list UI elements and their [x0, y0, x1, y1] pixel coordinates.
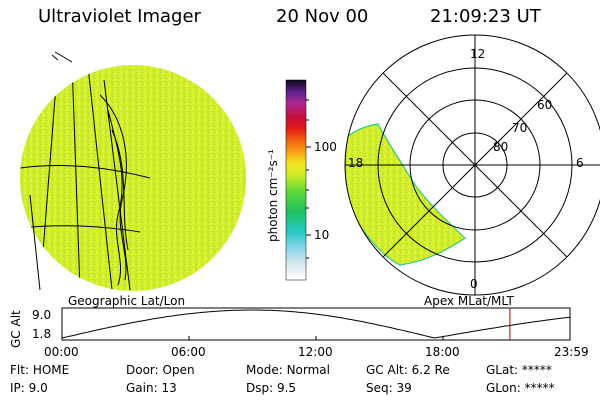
geographic-image — [20, 65, 246, 291]
mlat-label-60: 60 — [537, 98, 553, 112]
mlt-label-6: 6 — [576, 156, 584, 170]
status-flt: Flt: HOME — [10, 363, 70, 377]
alt-ytick-1-8: 1.8 — [32, 327, 52, 341]
instrument-title: Ultraviolet Imager — [38, 6, 201, 27]
colorbar-ticks — [306, 99, 311, 259]
alt-xtick-0000: 00:00 — [44, 345, 79, 359]
colorbar-unit-label: photon cm⁻²s⁻¹ — [266, 149, 280, 242]
mlat-label-80: 80 — [493, 140, 509, 154]
apex-panel-label: Apex MLat/MLT — [424, 294, 514, 308]
geo-gridlines-outer — [29, 51, 73, 291]
altitude-plot — [61, 307, 571, 341]
date-label: 20 Nov 00 — [276, 6, 369, 27]
alt-xtick-1200: 12:00 — [298, 345, 333, 359]
colorbar-tick-10: 10 — [314, 228, 330, 242]
geo-panel-label: Geographic Lat/Lon — [68, 294, 186, 308]
status-dsp: Dsp: 9.5 — [246, 381, 297, 395]
status-gc-alt: GC Alt: 6.2 Re — [366, 363, 450, 377]
mlt-label-12: 12 — [470, 47, 486, 61]
auroral-image — [345, 123, 466, 266]
status-gain: Gain: 13 — [126, 381, 177, 395]
colorbar-tick-100: 100 — [314, 140, 337, 154]
gc-alt-axis-title: GC Alt — [9, 310, 23, 348]
alt-ytick-9: 9.0 — [32, 308, 52, 322]
status-seq: Seq: 39 — [366, 381, 412, 395]
time-label: 21:09:23 UT — [430, 6, 541, 27]
status-glat: GLat: ***** — [486, 363, 552, 377]
alt-xtick-0600: 06:00 — [171, 345, 206, 359]
alt-xtick-1800: 18:00 — [425, 345, 460, 359]
status-door: Door: Open — [126, 363, 195, 377]
status-ip: IP: 9.0 — [10, 381, 48, 395]
status-mode: Mode: Normal — [246, 363, 330, 377]
status-glon: GLon: ***** — [486, 381, 555, 395]
alt-xtick-2359: 23:59 — [554, 345, 589, 359]
mlat-label-70: 70 — [512, 121, 528, 135]
colorbar — [285, 79, 307, 281]
mlt-label-18: 18 — [348, 156, 364, 170]
mlt-label-0: 0 — [470, 277, 478, 291]
polar-plot — [344, 34, 600, 296]
